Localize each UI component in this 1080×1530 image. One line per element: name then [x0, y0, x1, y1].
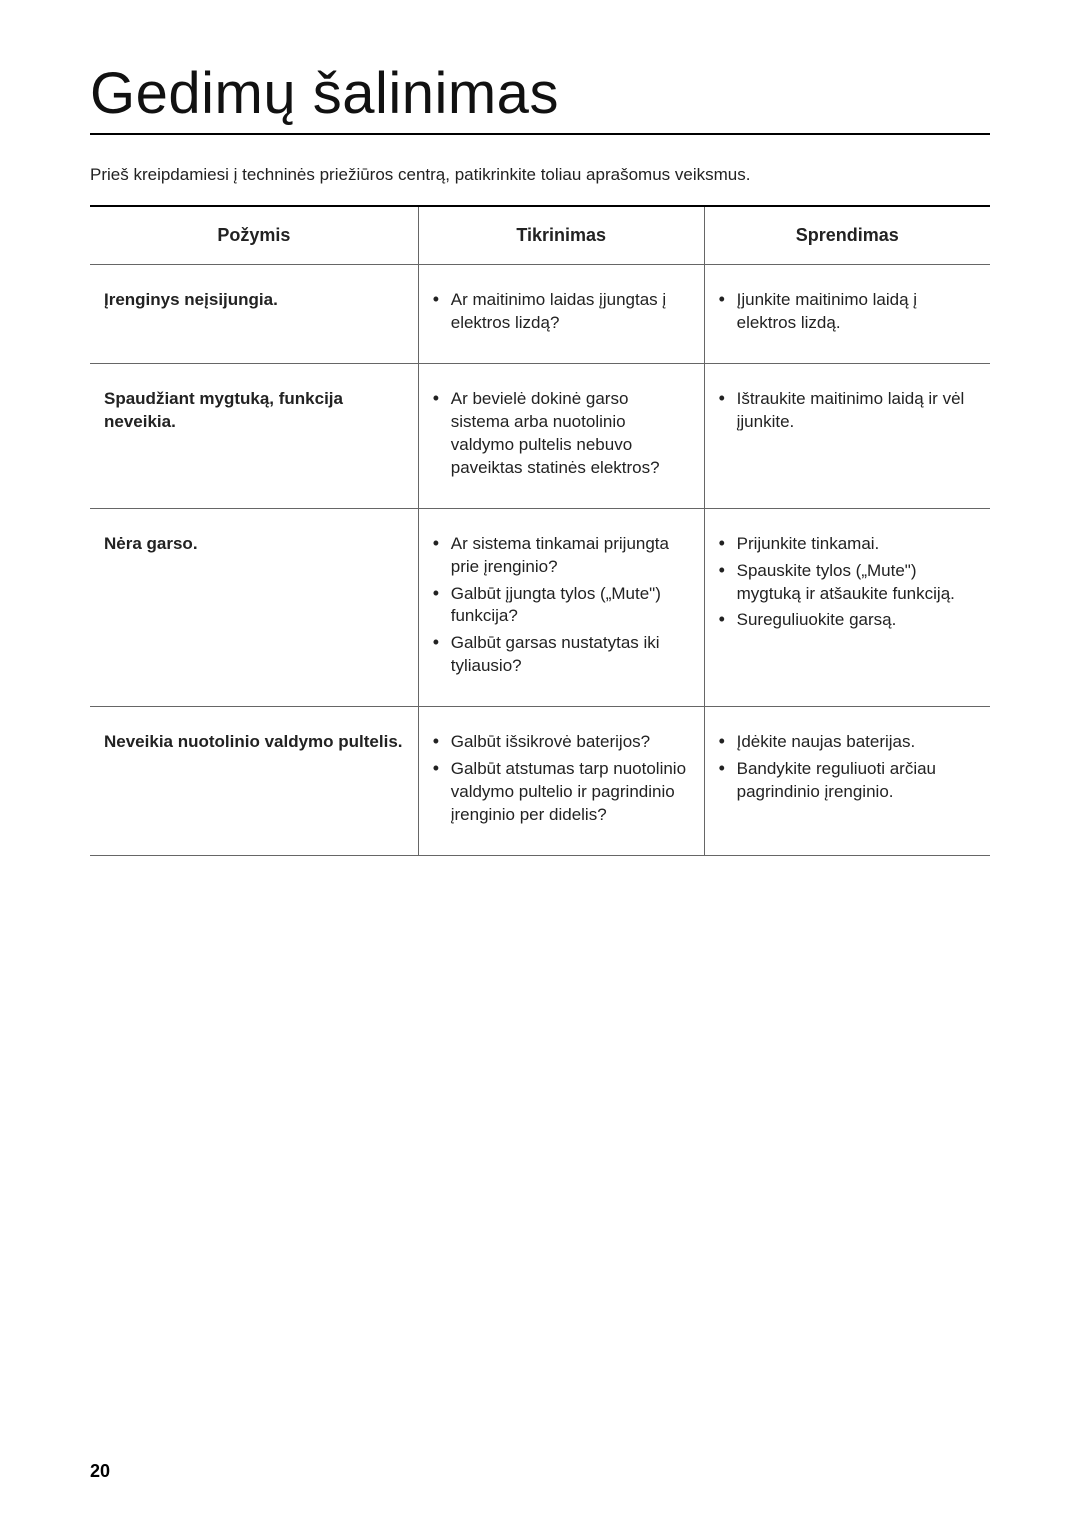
list-item: Įjunkite maitinimo laidą į elektros lizd… [719, 289, 976, 335]
list-item: Galbūt išsikrovė baterijos? [433, 731, 690, 754]
intro-text: Prieš kreipdamiesi į techninės priežiūro… [90, 165, 990, 185]
list-item: Įdėkite naujas baterijas. [719, 731, 976, 754]
list-item: Ištraukite maitinimo laidą ir vėl įjunki… [719, 388, 976, 434]
symptom-cell: Spaudžiant mygtuką, funkcija neveikia. [90, 363, 418, 508]
list-item: Ar bevielė dokinė garso sistema arba nuo… [433, 388, 690, 480]
symptom-cell: Neveikia nuotolinio valdymo pultelis. [90, 707, 418, 856]
list-item: Sureguliuokite garsą. [719, 609, 976, 632]
list-item: Prijunkite tinkamai. [719, 533, 976, 556]
check-cell: Ar sistema tinkamai prijungta prie įreng… [418, 508, 704, 707]
troubleshooting-table: Požymis Tikrinimas Sprendimas Įrenginys … [90, 205, 990, 856]
header-remedy: Sprendimas [704, 206, 990, 265]
remedy-cell: Ištraukite maitinimo laidą ir vėl įjunki… [704, 363, 990, 508]
remedy-cell: Įdėkite naujas baterijas. Bandykite regul… [704, 707, 990, 856]
table-row: Spaudžiant mygtuką, funkcija neveikia.Ar… [90, 363, 990, 508]
list-item: Spauskite tylos („Mute") mygtuką ir atša… [719, 560, 976, 606]
list-item: Galbūt garsas nustatytas iki tyliausio? [433, 632, 690, 678]
page-title: Gedimų šalinimas [90, 60, 990, 135]
check-cell: Galbūt išsikrovė baterijos? Galbūt atstum… [418, 707, 704, 856]
list-item: Ar sistema tinkamai prijungta prie įreng… [433, 533, 690, 579]
symptom-cell: Įrenginys neįsijungia. [90, 265, 418, 364]
list-item: Bandykite reguliuoti arčiau pagrindinio … [719, 758, 976, 804]
remedy-cell: Įjunkite maitinimo laidą į elektros lizd… [704, 265, 990, 364]
table-row: Neveikia nuotolinio valdymo pultelis.Gal… [90, 707, 990, 856]
remedy-cell: Prijunkite tinkamai. Spauskite tylos („Mu… [704, 508, 990, 707]
table-header-row: Požymis Tikrinimas Sprendimas [90, 206, 990, 265]
list-item: Galbūt įjungta tylos („Mute") funkcija? [433, 583, 690, 629]
header-symptom: Požymis [90, 206, 418, 265]
check-cell: Ar maitinimo laidas įjungtas į elektros … [418, 265, 704, 364]
list-item: Galbūt atstumas tarp nuotolinio valdymo … [433, 758, 690, 827]
table-row: Nėra garso. Ar sistema tinkamai prijungta… [90, 508, 990, 707]
header-check: Tikrinimas [418, 206, 704, 265]
list-item: Ar maitinimo laidas įjungtas į elektros … [433, 289, 690, 335]
table-row: Įrenginys neįsijungia. Ar maitinimo laida… [90, 265, 990, 364]
page-number: 20 [90, 1461, 110, 1482]
check-cell: Ar bevielė dokinė garso sistema arba nuo… [418, 363, 704, 508]
symptom-cell: Nėra garso. [90, 508, 418, 707]
